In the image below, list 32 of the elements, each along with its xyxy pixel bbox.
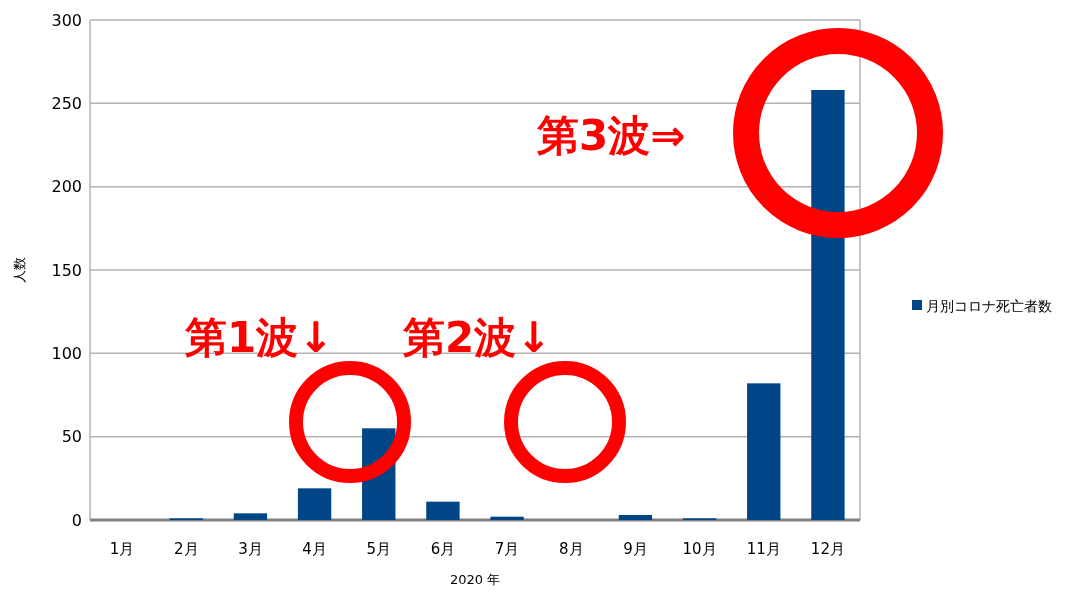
bar [811,90,845,520]
y-tick-label: 150 [51,260,82,280]
bar [618,515,653,520]
y-tick-label: 100 [51,343,82,363]
y-tick-label: 50 [61,427,82,447]
y-axis-title: 人数 [12,257,27,283]
annotation: 第3波⇒ [536,111,686,160]
x-tick-label: 8月 [558,540,584,558]
x-tick-label: 11月 [746,540,781,558]
bar [747,383,781,520]
y-tick-label: 0 [71,510,82,530]
bar [297,488,332,520]
bar [490,516,524,520]
x-tick-label: 7月 [494,540,520,558]
x-tick-label: 9月 [623,540,648,558]
annotation: 第1波↓ [184,313,334,362]
y-tick-label: 250 [51,93,82,113]
x-axis-title: 2020 年 [449,572,501,587]
x-tick-label: 6月 [430,540,456,558]
x-tick-label: 5月 [366,540,392,558]
bar [426,501,460,520]
x-tick-label: 1月 [109,540,135,558]
annotation: 第2波↓ [402,313,552,362]
x-tick-label: 4月 [302,540,327,558]
legend-label: 月別コロナ死亡者数 [926,297,1052,314]
x-tick-label: 10月 [682,540,717,558]
bar [233,513,268,520]
y-tick-label: 200 [51,177,82,197]
y-tick-label: 300 [51,10,82,30]
x-tick-label: 12月 [810,540,845,558]
x-tick-label: 3月 [238,540,263,558]
x-tick-label: 2月 [173,540,199,558]
